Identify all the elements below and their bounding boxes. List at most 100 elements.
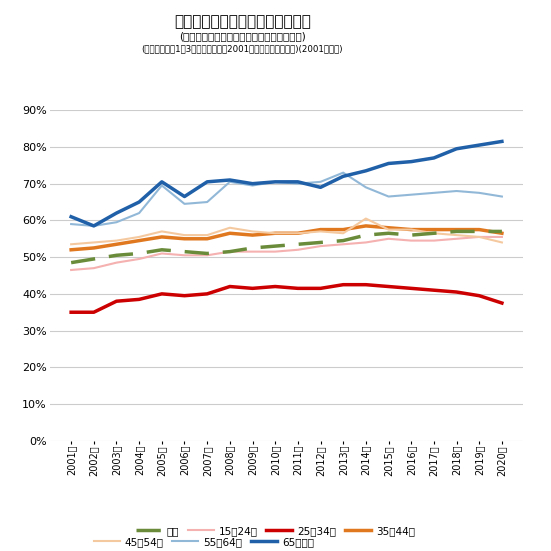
25〜34歳: [317, 285, 324, 291]
35〜44歳: [113, 241, 120, 247]
25〜34歳: [113, 298, 120, 305]
25〜34歳: [340, 282, 347, 288]
15〜24歳: [430, 237, 437, 244]
45〜54歳: [340, 230, 347, 236]
45〜54歳: [408, 226, 414, 233]
Line: 25〜34歳: 25〜34歳: [71, 285, 502, 312]
Text: (役員を除いた雇用者数に対する比率、女性): (役員を除いた雇用者数に対する比率、女性): [179, 31, 306, 41]
15〜24歳: [159, 250, 165, 257]
15〜24歳: [453, 235, 460, 242]
15〜24歳: [476, 234, 483, 240]
55〜64歳: [90, 223, 97, 229]
Line: 55〜64歳: 55〜64歳: [71, 172, 502, 226]
45〜54歳: [181, 232, 188, 239]
65歳以上: [90, 223, 97, 229]
45〜54歳: [363, 215, 369, 222]
総数: [476, 228, 483, 235]
45〜54歳: [295, 230, 301, 236]
総数: [113, 252, 120, 258]
15〜24歳: [181, 252, 188, 258]
総数: [226, 249, 233, 255]
45〜54歳: [272, 230, 278, 236]
55〜64歳: [136, 210, 143, 217]
25〜34歳: [363, 282, 369, 288]
総数: [453, 228, 460, 235]
25〜34歳: [499, 300, 505, 306]
55〜64歳: [476, 190, 483, 196]
65歳以上: [408, 158, 414, 165]
15〜24歳: [249, 249, 256, 255]
65歳以上: [317, 184, 324, 191]
45〜54歳: [90, 239, 97, 246]
総数: [90, 256, 97, 262]
35〜44歳: [226, 230, 233, 236]
45〜54歳: [136, 234, 143, 240]
Legend: 45〜54歳, 55〜64歳, 65歳以上: 45〜54歳, 55〜64歳, 65歳以上: [89, 533, 318, 551]
35〜44歳: [181, 235, 188, 242]
25〜34歳: [430, 287, 437, 294]
15〜24歳: [68, 267, 74, 273]
65歳以上: [499, 138, 505, 145]
総数: [340, 237, 347, 244]
65歳以上: [68, 213, 74, 220]
65歳以上: [249, 180, 256, 187]
45〜54歳: [499, 239, 505, 246]
45〜54歳: [249, 228, 256, 235]
45〜54歳: [476, 234, 483, 240]
35〜44歳: [159, 234, 165, 240]
35〜44歳: [385, 224, 392, 231]
45〜54歳: [204, 232, 210, 239]
Line: 45〜54歳: 45〜54歳: [71, 219, 502, 244]
55〜64歳: [453, 188, 460, 195]
総数: [317, 239, 324, 246]
55〜64歳: [68, 221, 74, 228]
55〜64歳: [113, 219, 120, 225]
15〜24歳: [90, 265, 97, 272]
35〜44歳: [90, 245, 97, 251]
55〜64歳: [499, 193, 505, 200]
25〜34歳: [68, 309, 74, 316]
35〜44歳: [340, 226, 347, 233]
65歳以上: [385, 160, 392, 167]
65歳以上: [272, 179, 278, 185]
Legend: 総数, 15〜24歳, 25〜34歳, 35〜44歳: 総数, 15〜24歳, 25〜34歳, 35〜44歳: [132, 522, 419, 540]
55〜64歳: [385, 193, 392, 200]
15〜24歳: [408, 237, 414, 244]
65歳以上: [363, 168, 369, 174]
Line: 65歳以上: 65歳以上: [71, 142, 502, 226]
15〜24歳: [226, 249, 233, 255]
35〜44歳: [204, 235, 210, 242]
35〜44歳: [317, 226, 324, 233]
25〜34歳: [136, 296, 143, 302]
45〜54歳: [113, 237, 120, 244]
25〜34歳: [204, 290, 210, 297]
55〜64歳: [408, 191, 414, 198]
65歳以上: [226, 177, 233, 183]
15〜24歳: [499, 234, 505, 240]
15〜24歳: [340, 241, 347, 247]
55〜64歳: [317, 179, 324, 185]
45〜54歳: [453, 232, 460, 239]
25〜34歳: [181, 293, 188, 299]
45〜54歳: [159, 228, 165, 235]
15〜24歳: [272, 249, 278, 255]
55〜64歳: [249, 182, 256, 189]
45〜54歳: [430, 230, 437, 236]
Text: 年齢階層別非正規職員・従業者率: 年齢階層別非正規職員・従業者率: [174, 14, 311, 29]
15〜24歳: [295, 246, 301, 253]
35〜44歳: [272, 230, 278, 236]
Line: 35〜44歳: 35〜44歳: [71, 226, 502, 250]
総数: [295, 241, 301, 247]
総数: [363, 232, 369, 239]
15〜24歳: [204, 252, 210, 258]
25〜34歳: [272, 283, 278, 290]
45〜54歳: [226, 224, 233, 231]
65歳以上: [204, 179, 210, 185]
15〜24歳: [113, 260, 120, 266]
総数: [385, 230, 392, 236]
35〜44歳: [295, 230, 301, 236]
35〜44歳: [476, 226, 483, 233]
35〜44歳: [430, 226, 437, 233]
55〜64歳: [340, 169, 347, 176]
総数: [136, 250, 143, 257]
